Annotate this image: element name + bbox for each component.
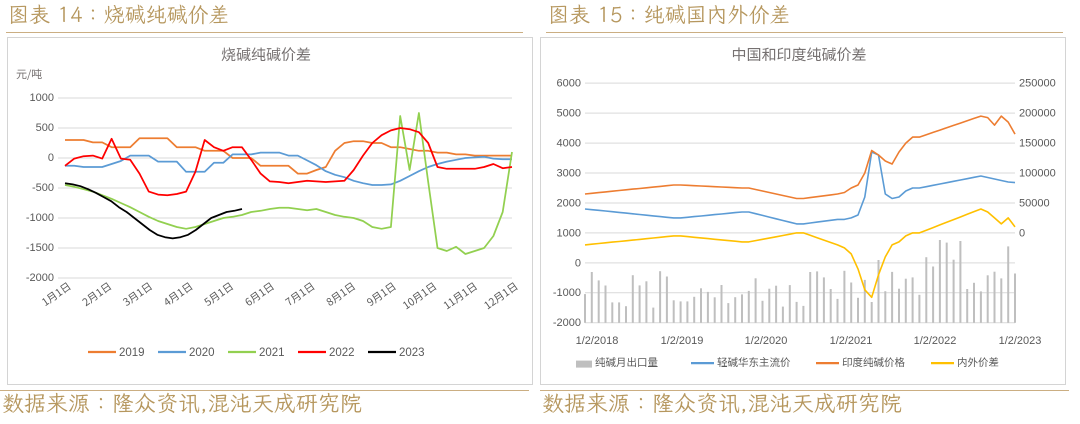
svg-text:烧碱纯碱价差: 烧碱纯碱价差	[221, 44, 311, 65]
svg-text:500: 500	[36, 122, 54, 134]
svg-text:250000: 250000	[1019, 78, 1056, 90]
svg-text:150000: 150000	[1019, 138, 1056, 150]
svg-text:0: 0	[1019, 227, 1025, 239]
svg-text:100000: 100000	[1019, 167, 1056, 179]
svg-text:5月1日: 5月1日	[201, 279, 236, 310]
svg-text:-2000: -2000	[26, 272, 54, 284]
svg-text:11月1日: 11月1日	[440, 279, 480, 313]
svg-text:1000: 1000	[30, 92, 54, 104]
svg-text:1/2/2021: 1/2/2021	[830, 335, 873, 347]
svg-text:印度纯碱价格: 印度纯碱价格	[842, 355, 905, 370]
svg-text:1/2/2020: 1/2/2020	[745, 335, 788, 347]
svg-text:6月1日: 6月1日	[242, 279, 277, 310]
svg-text:9月1日: 9月1日	[364, 279, 399, 310]
svg-text:3000: 3000	[557, 167, 581, 179]
svg-text:2021: 2021	[259, 347, 285, 359]
svg-text:1/2/2023: 1/2/2023	[999, 335, 1042, 347]
svg-text:8月1日: 8月1日	[323, 279, 358, 310]
svg-text:-1000: -1000	[26, 212, 54, 224]
svg-text:-500: -500	[32, 182, 54, 194]
svg-text:1/2/2019: 1/2/2019	[661, 335, 704, 347]
svg-text:2019: 2019	[119, 347, 145, 359]
svg-text:1000: 1000	[557, 227, 581, 239]
svg-text:5000: 5000	[557, 108, 581, 120]
svg-text:-1000: -1000	[553, 287, 581, 299]
svg-text:4000: 4000	[557, 138, 581, 150]
svg-text:6000: 6000	[557, 78, 581, 90]
svg-text:0: 0	[575, 257, 581, 269]
svg-text:1/2/2022: 1/2/2022	[914, 335, 957, 347]
svg-text:2月1日: 2月1日	[79, 279, 114, 310]
svg-text:3月1日: 3月1日	[120, 279, 155, 310]
svg-text:2023: 2023	[399, 347, 425, 359]
svg-text:中国和印度纯碱价差: 中国和印度纯碱价差	[731, 44, 866, 65]
svg-text:4月1日: 4月1日	[161, 279, 196, 310]
svg-text:200000: 200000	[1019, 108, 1056, 120]
svg-text:1/2/2018: 1/2/2018	[576, 335, 619, 347]
svg-text:-2000: -2000	[553, 317, 581, 329]
svg-text:轻碱华东主流价: 轻碱华东主流价	[717, 355, 791, 370]
svg-text:12月1日: 12月1日	[481, 279, 521, 313]
svg-text:-1500: -1500	[26, 242, 54, 254]
svg-text:纯碱月出口量: 纯碱月出口量	[595, 355, 658, 370]
svg-text:10月1日: 10月1日	[400, 279, 440, 313]
svg-text:内外价差: 内外价差	[957, 355, 999, 370]
svg-text:0: 0	[48, 152, 54, 164]
svg-text:2020: 2020	[189, 347, 215, 359]
svg-text:元/吨: 元/吨	[16, 66, 42, 82]
svg-text:7月1日: 7月1日	[283, 279, 318, 310]
svg-text:2022: 2022	[329, 347, 355, 359]
svg-text:50000: 50000	[1019, 197, 1050, 209]
svg-text:2000: 2000	[557, 197, 581, 209]
